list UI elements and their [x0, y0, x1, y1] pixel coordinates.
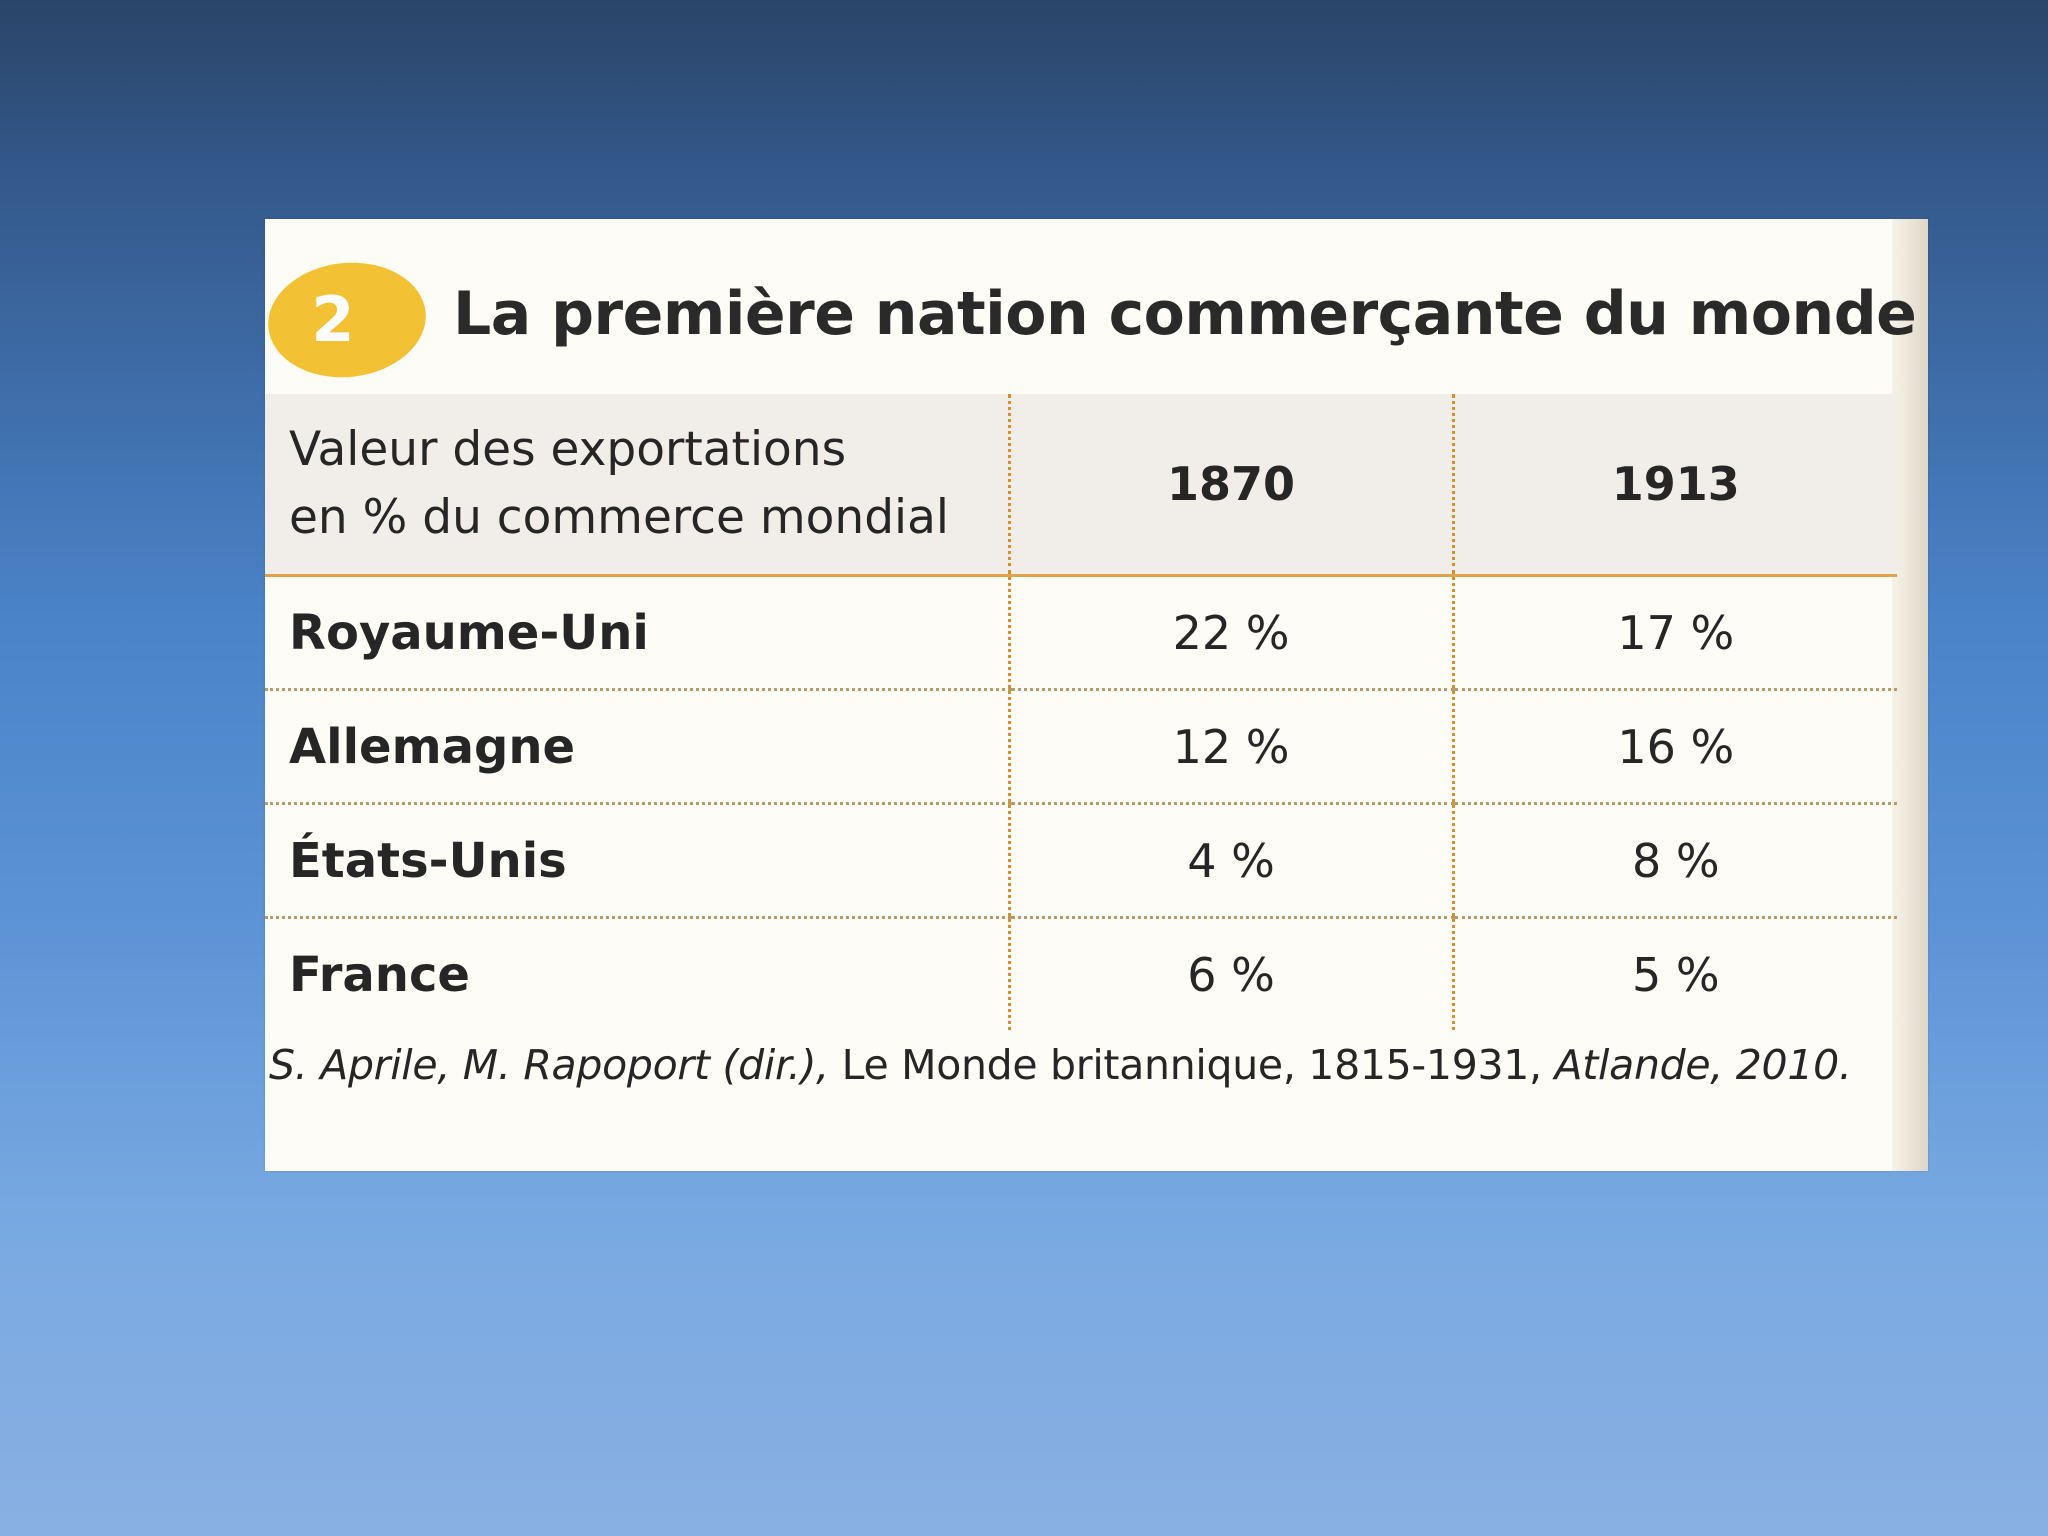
header-label-line1: Valeur des exportations	[289, 422, 847, 477]
document-card: 2 La première nation commerçante du mond…	[262, 219, 1928, 1171]
header-label-line2: en % du commerce mondial	[289, 490, 949, 545]
table-wrap: Valeur des exportations en % du commerce…	[265, 394, 1897, 1030]
table-row: Allemagne 12 % 16 %	[265, 689, 1897, 805]
source-publisher: Atlande, 2010.	[1541, 1041, 1852, 1089]
value-cell: 12 %	[1007, 689, 1453, 805]
table-row: France 6 % 5 %	[265, 917, 1897, 1030]
value-cell: 5 %	[1451, 917, 1897, 1030]
value-cell: 22 %	[1007, 575, 1453, 691]
country-cell: Allemagne	[265, 689, 1009, 805]
table-header-row: Valeur des exportations en % du commerce…	[265, 394, 1897, 577]
country-cell: Royaume-Uni	[265, 575, 1009, 691]
column-header-1913: 1913	[1451, 394, 1897, 577]
value-cell: 4 %	[1007, 803, 1453, 919]
table-row: Royaume-Uni 22 % 17 %	[265, 575, 1897, 691]
badge-number: 2	[311, 283, 355, 356]
title-row: 2 La première nation commerçante du mond…	[262, 243, 1917, 385]
value-cell: 16 %	[1451, 689, 1897, 805]
table-row: États-Unis 4 % 8 %	[265, 803, 1897, 919]
column-header-1870: 1870	[1007, 394, 1453, 577]
source-work: Le Monde britannique, 1815-1931,	[828, 1041, 1542, 1089]
value-cell: 17 %	[1451, 575, 1897, 691]
value-cell: 6 %	[1007, 917, 1453, 1030]
source-authors: S. Aprile, M. Rapoport (dir.),	[269, 1041, 829, 1089]
document-title: La première nation commerçante du monde	[453, 279, 1917, 349]
country-cell: États-Unis	[265, 803, 1009, 919]
value-cell: 8 %	[1451, 803, 1897, 919]
export-table: Valeur des exportations en % du commerce…	[265, 394, 1897, 1030]
page-edge	[1892, 219, 1928, 1171]
source-citation: S. Aprile, M. Rapoport (dir.), Le Monde …	[269, 1041, 1852, 1089]
country-cell: France	[289, 946, 470, 1003]
header-label: Valeur des exportations en % du commerce…	[265, 394, 1009, 577]
